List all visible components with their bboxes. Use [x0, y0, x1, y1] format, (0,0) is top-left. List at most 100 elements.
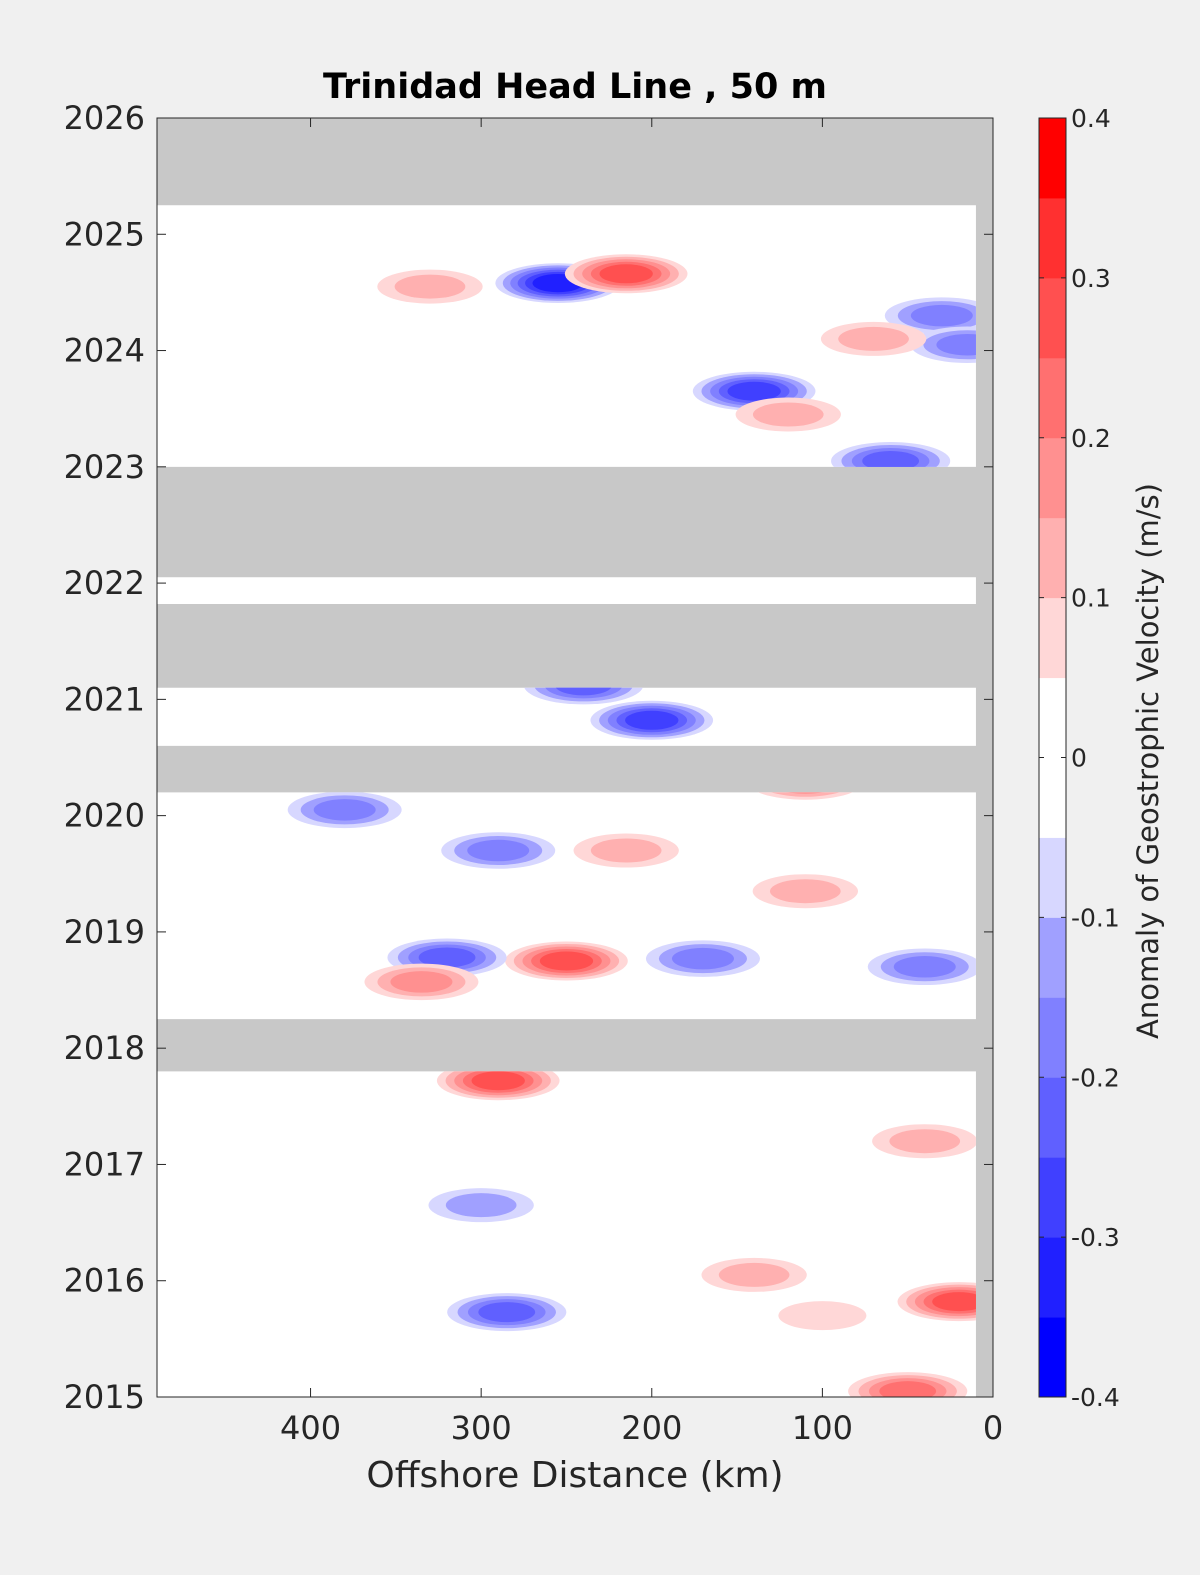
contour-level: [910, 304, 973, 327]
colorbar-level: [1039, 677, 1066, 758]
colorbar-tick-label: 0.2: [1071, 424, 1111, 453]
anomaly-feature: [848, 1372, 968, 1397]
anomaly-feature: [590, 700, 714, 740]
contour-level: [879, 1381, 937, 1397]
anomaly-feature: [287, 791, 402, 829]
anomaly-feature: [441, 832, 556, 869]
contour-level: [778, 1301, 867, 1331]
contour-level: [394, 274, 466, 299]
colorbar-level: [1039, 197, 1066, 279]
colorbar-level: [1039, 517, 1066, 599]
anomaly-feature: [692, 371, 816, 411]
x-tick-label: 100: [792, 1409, 853, 1447]
contour-level: [539, 951, 594, 971]
colorbar-tick-label: -0.1: [1071, 903, 1120, 932]
contour-level: [625, 710, 679, 730]
contour-level: [727, 381, 781, 401]
colorbar-level: [1039, 1317, 1066, 1398]
colorbar-level: [1039, 1077, 1066, 1158]
contour-level: [752, 402, 824, 427]
contour-level: [936, 333, 976, 356]
contour-level: [718, 1262, 790, 1287]
anomaly-feature: [872, 1124, 976, 1159]
contour-level: [471, 1071, 525, 1091]
colorbar-level: [1039, 917, 1066, 998]
colorbar-level: [1039, 997, 1066, 1078]
anomaly-feature: [645, 940, 760, 977]
contour-level: [599, 264, 653, 284]
colorbar-level: [1039, 357, 1066, 439]
anomaly-feature: [447, 1293, 567, 1332]
anomaly-feature: [897, 1282, 976, 1322]
x-tick-label: 400: [280, 1409, 341, 1447]
y-axis-ticks: 2015 2016 2017 2018 2019 2020 2021 2022 2023 2024…: [64, 99, 993, 1416]
contour-level: [838, 326, 909, 351]
colorbar-level: [1039, 1237, 1066, 1318]
anomaly-feature: [428, 1188, 534, 1223]
colorbar-level: [1039, 437, 1066, 519]
x-axis-label: Offshore Distance (km): [366, 1455, 783, 1496]
colorbar-tick-label: 0.4: [1071, 104, 1111, 133]
colorbar-level: [1039, 1157, 1066, 1238]
anomaly-feature: [573, 833, 679, 868]
anomaly-feature: [820, 321, 927, 356]
anomaly-feature: [867, 948, 976, 986]
colorbar-label: Anomaly of Geostrophic Velocity (m/s): [1131, 483, 1165, 1039]
y-tick-label: 2016: [64, 1262, 145, 1300]
anomaly-feature: [564, 254, 688, 294]
colorbar-tick-label: 0.3: [1071, 264, 1111, 293]
anomaly-feature: [701, 1257, 807, 1292]
anomaly-feature: [505, 941, 628, 981]
chart-title: Trinidad Head Line , 50 m: [323, 67, 827, 107]
plot-area: [157, 118, 993, 1397]
colorbar-level: [1039, 277, 1066, 359]
y-tick-label: 2021: [64, 680, 145, 718]
contour-level: [313, 799, 376, 821]
y-tick-label: 2019: [64, 913, 145, 951]
anomaly-feature: [910, 326, 976, 363]
colorbar-level: [1039, 597, 1066, 679]
plot-frame: [156, 117, 994, 1398]
contour-level: [418, 947, 476, 968]
y-tick-label: 2023: [64, 448, 145, 486]
colorbar-level: [1039, 118, 1066, 199]
colorbar-tick-label: 0.1: [1071, 584, 1111, 613]
anomaly-feature: [778, 1301, 867, 1331]
x-axis-ticks: 400 300 200 100 0: [280, 118, 1003, 1447]
anomaly-feature: [752, 874, 858, 909]
anomaly-feature: [364, 963, 479, 1001]
colorbar-level: [1039, 757, 1066, 838]
contour-level: [671, 947, 734, 970]
contour-level: [590, 838, 662, 863]
contour-level: [390, 971, 453, 993]
y-tick-label: 2022: [64, 564, 145, 602]
y-tick-label: 2026: [64, 99, 145, 137]
x-tick-label: 200: [621, 1409, 682, 1447]
contour-level: [478, 1302, 536, 1323]
y-tick-label: 2018: [64, 1029, 145, 1067]
x-tick-label: 300: [451, 1409, 512, 1447]
contour-level: [445, 1193, 517, 1218]
contour-level: [769, 879, 841, 904]
contour-level: [467, 839, 530, 862]
valid-data-region: [157, 205, 976, 1397]
contour-level: [932, 1292, 976, 1312]
contour-level: [889, 1129, 961, 1154]
anomaly-feature: [884, 297, 976, 334]
y-tick-label: 2020: [64, 797, 145, 835]
y-tick-label: 2015: [64, 1378, 145, 1416]
anomaly-contours: [287, 254, 976, 1397]
zero-anomaly-background: [157, 205, 976, 1397]
colorbar-tick-label: -0.4: [1071, 1383, 1120, 1412]
colorbar-tick-label: 0: [1071, 744, 1087, 773]
colorbar-tick-label: -0.2: [1071, 1063, 1120, 1092]
colorbar-tick-label: -0.3: [1071, 1223, 1120, 1252]
anomaly-feature: [377, 269, 483, 304]
anomaly-feature: [735, 397, 841, 432]
contour-level: [862, 451, 920, 472]
colorbar-level: [1039, 837, 1066, 918]
y-tick-label: 2025: [64, 215, 145, 253]
x-tick-label: 0: [983, 1409, 1003, 1447]
contour-level: [893, 956, 956, 978]
